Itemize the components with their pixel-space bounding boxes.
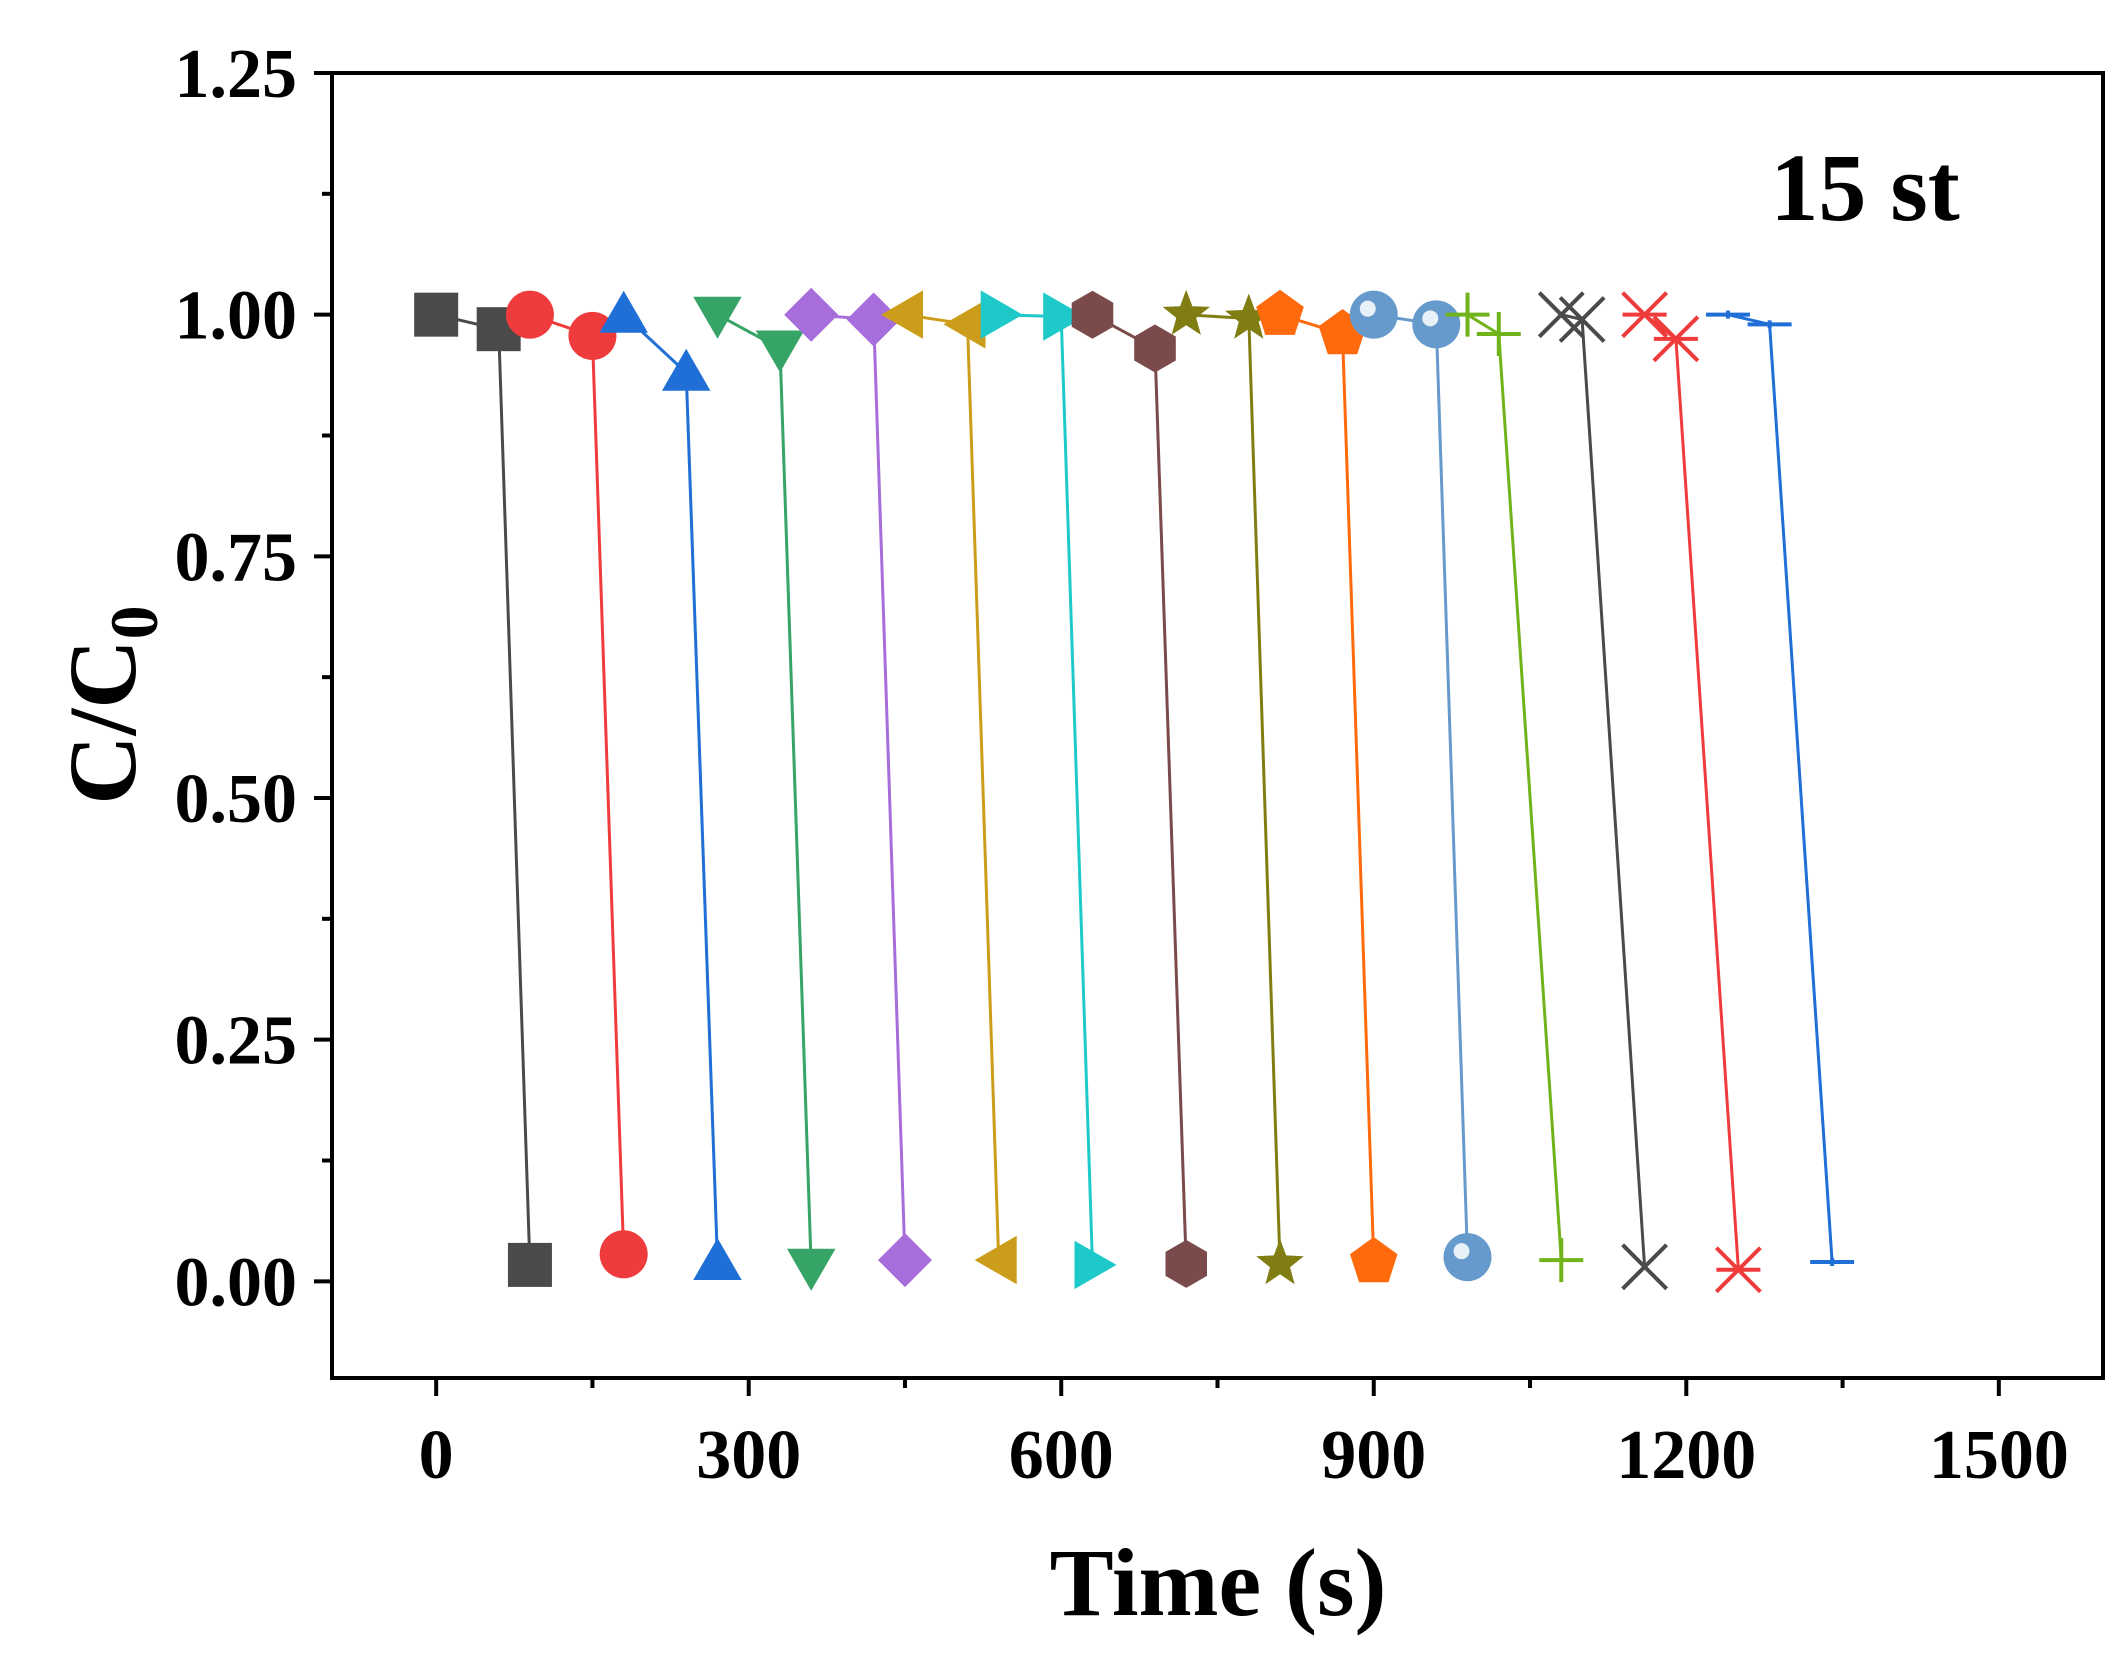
x-tick-label: 0 xyxy=(419,1417,454,1494)
series-cycle-1 xyxy=(414,292,552,1287)
series-line xyxy=(1186,313,1282,1264)
data-point xyxy=(1621,1243,1669,1291)
data-point xyxy=(1162,289,1210,335)
series-line xyxy=(1091,313,1188,1264)
data-point xyxy=(1256,289,1304,335)
series-line xyxy=(435,313,532,1265)
data-point xyxy=(414,292,459,337)
series-cycle-7 xyxy=(980,290,1117,1290)
x-axis: 0 300 600 900 1200 1500 xyxy=(419,1378,2069,1494)
data-point xyxy=(980,290,1023,339)
data-point xyxy=(1443,1233,1492,1282)
y-tick-label: 0.75 xyxy=(175,519,298,596)
series-cycle-6 xyxy=(881,290,1017,1285)
data-point xyxy=(1412,300,1461,349)
data-point xyxy=(1747,320,1792,329)
plot-area xyxy=(414,287,1855,1294)
series-line xyxy=(1727,313,1834,1263)
data-point xyxy=(1445,292,1490,337)
data-point xyxy=(1225,293,1273,339)
data-point xyxy=(1621,291,1669,339)
data-point xyxy=(1714,1246,1762,1294)
series-cycle-8 xyxy=(1071,290,1207,1288)
data-point xyxy=(943,300,986,349)
data-point xyxy=(1422,310,1439,327)
y-tick-label: 0.50 xyxy=(175,761,298,838)
y-axis-title-main: C/C xyxy=(49,639,156,804)
y-tick-label: 0.25 xyxy=(175,1003,298,1080)
data-point xyxy=(599,290,648,333)
data-point xyxy=(693,1238,742,1280)
data-point xyxy=(784,287,839,342)
x-tick-label: 1500 xyxy=(1929,1417,2069,1494)
x-axis-title: Time (s) xyxy=(1050,1529,1387,1636)
data-point xyxy=(568,311,617,360)
series-line xyxy=(1560,313,1647,1267)
data-point xyxy=(846,292,901,347)
series-line xyxy=(811,313,907,1261)
data-point xyxy=(755,330,805,373)
series-line xyxy=(1643,313,1740,1270)
series-line xyxy=(622,313,719,1263)
series-line xyxy=(1466,313,1563,1261)
series-cycle-10 xyxy=(1256,289,1398,1283)
data-point xyxy=(1165,1239,1207,1288)
data-point xyxy=(974,1235,1017,1285)
data-point xyxy=(1074,1240,1117,1290)
series-cycle-13 xyxy=(1537,291,1669,1291)
y-tick-label: 1.25 xyxy=(175,36,298,113)
series-cycle-12 xyxy=(1445,292,1584,1283)
series-cycle-15 xyxy=(1705,310,1855,1266)
data-point xyxy=(1537,291,1585,339)
series-cycle-3 xyxy=(599,290,742,1280)
series-cycle-5 xyxy=(784,287,932,1288)
y-axis-title: C/C0 xyxy=(49,605,172,804)
data-point xyxy=(507,1242,552,1287)
data-point xyxy=(1349,290,1398,339)
series-cycle-11 xyxy=(1349,290,1492,1282)
series-cycle-4 xyxy=(693,296,836,1291)
data-point xyxy=(881,290,923,339)
x-tick-label: 900 xyxy=(1321,1417,1426,1494)
series-cycle-2 xyxy=(505,290,648,1279)
x-tick-label: 1200 xyxy=(1616,1417,1756,1494)
data-point xyxy=(1043,292,1086,341)
data-point xyxy=(1071,290,1114,339)
data-point xyxy=(505,290,554,339)
data-point xyxy=(662,348,711,391)
y-tick-label: 0.00 xyxy=(175,1244,298,1321)
series-line xyxy=(1373,313,1469,1258)
series-line xyxy=(1279,313,1376,1263)
data-point xyxy=(1539,1238,1584,1283)
series-cycle-9 xyxy=(1162,289,1304,1285)
series-line xyxy=(998,313,1094,1265)
data-point xyxy=(1652,315,1700,363)
series-line xyxy=(716,313,813,1267)
data-point xyxy=(1359,300,1376,317)
data-point xyxy=(1134,324,1176,373)
data-point xyxy=(599,1230,648,1279)
data-point xyxy=(1705,310,1750,319)
data-point xyxy=(693,296,742,339)
y-axis-title-subscript: 0 xyxy=(96,605,172,639)
series-line xyxy=(529,313,626,1255)
data-point xyxy=(1350,1237,1398,1283)
cycle-annotation: 15 st xyxy=(1770,134,1959,241)
y-tick-label: 1.00 xyxy=(175,278,298,355)
data-point xyxy=(1256,1238,1304,1285)
series-line xyxy=(904,313,1001,1261)
x-tick-label: 300 xyxy=(696,1417,801,1494)
data-point xyxy=(1810,1258,1855,1266)
data-point xyxy=(878,1233,932,1288)
y-axis: 0.00 0.25 0.50 0.75 1.00 1.25 xyxy=(175,36,332,1321)
data-point xyxy=(1476,312,1521,356)
data-point xyxy=(1558,296,1606,343)
data-point xyxy=(787,1248,836,1291)
plot-frame xyxy=(330,71,2105,1380)
data-point xyxy=(1453,1243,1470,1260)
series-cycle-14 xyxy=(1621,291,1762,1294)
x-tick-label: 600 xyxy=(1009,1417,1114,1494)
